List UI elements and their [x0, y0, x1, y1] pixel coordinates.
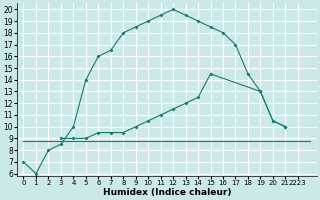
- X-axis label: Humidex (Indice chaleur): Humidex (Indice chaleur): [103, 188, 231, 197]
